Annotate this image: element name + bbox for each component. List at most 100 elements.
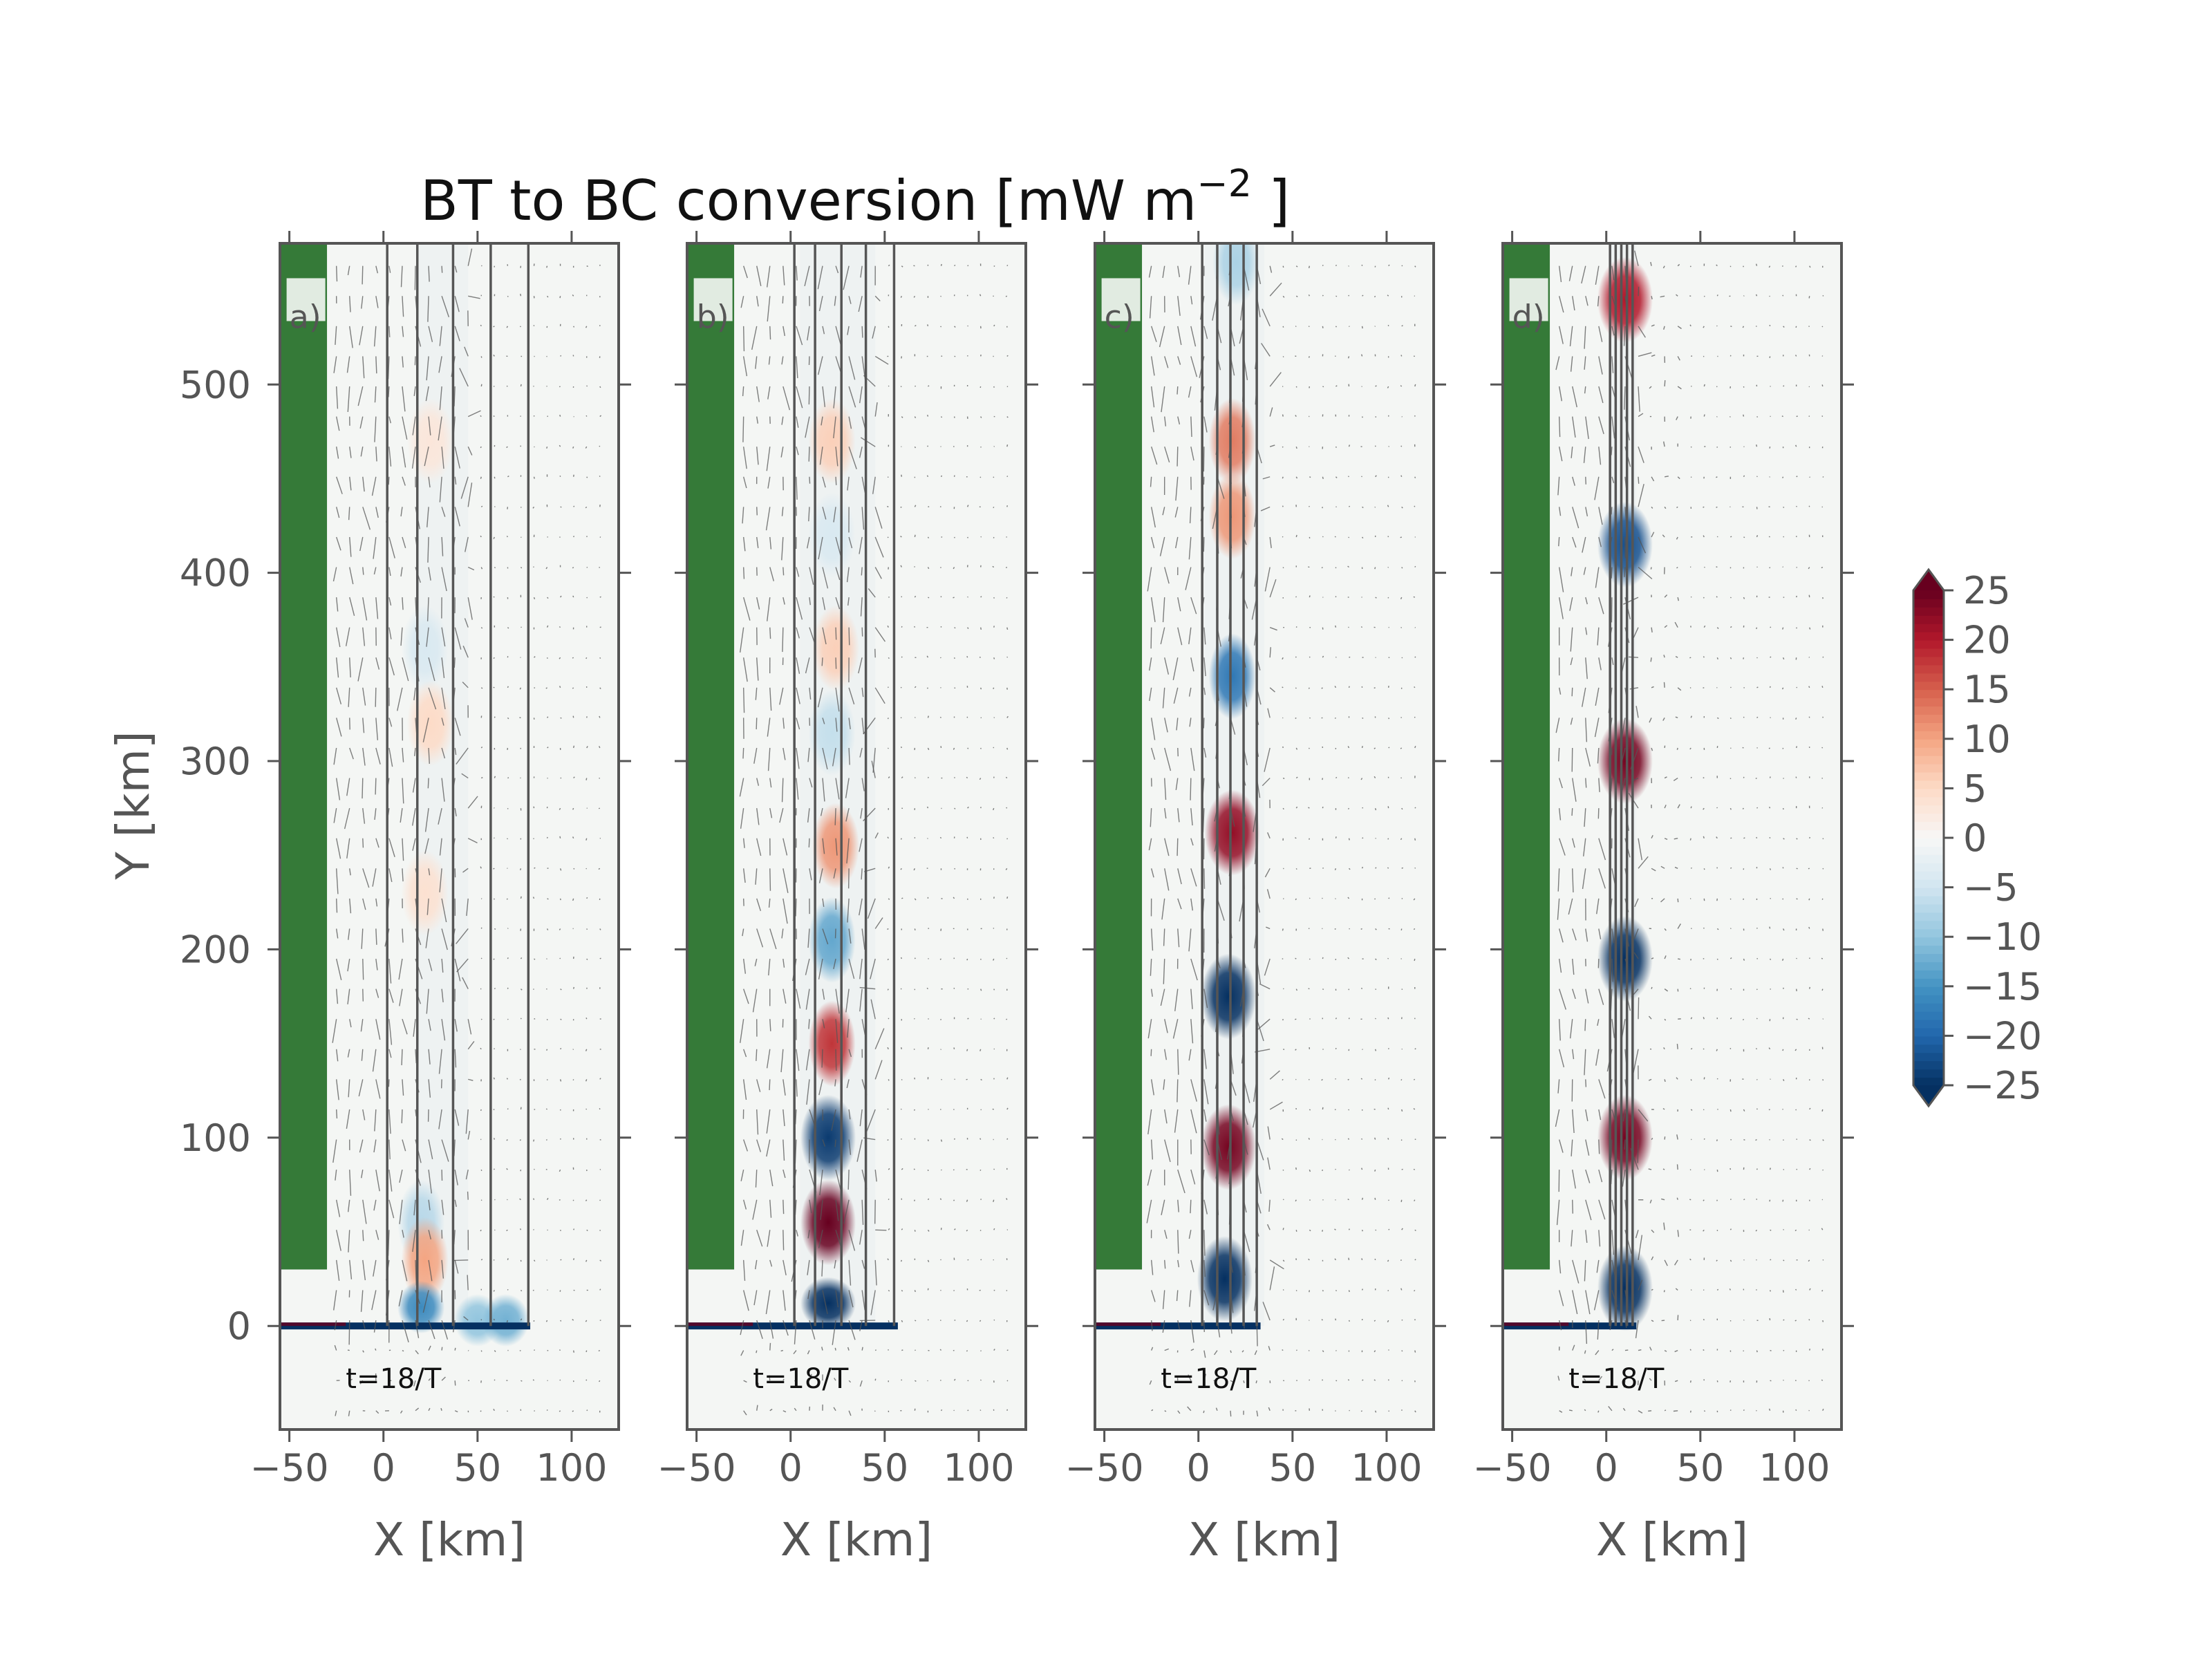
conversion-blob bbox=[808, 897, 856, 983]
time-annotation: t=18/T bbox=[753, 1363, 849, 1395]
colorbar-segment bbox=[1913, 738, 1944, 748]
x-axis-label: X [km] bbox=[1596, 1513, 1748, 1566]
colorbar-segment bbox=[1913, 805, 1944, 814]
x-tick-label: −50 bbox=[250, 1446, 329, 1490]
colorbar-segment bbox=[1913, 1011, 1944, 1020]
colorbar-tick-label: −5 bbox=[1963, 866, 2018, 910]
coastline-strip-red bbox=[687, 1322, 753, 1327]
panel-plot-area bbox=[1503, 243, 1841, 1430]
panel-frame bbox=[279, 242, 620, 1431]
conversion-blob bbox=[812, 605, 860, 691]
coastline-strip bbox=[687, 1322, 898, 1330]
colorbar-tick-label: 10 bbox=[1963, 718, 2011, 761]
x-tick-label: 100 bbox=[1759, 1446, 1830, 1490]
y-tick-label: 400 bbox=[180, 552, 251, 595]
colorbar-segment bbox=[1913, 920, 1944, 930]
colorbar-segment bbox=[1913, 969, 1944, 979]
figure-title: BT to BC conversion [mW m−2] bbox=[420, 162, 1290, 233]
colorbar-extend-max bbox=[1913, 570, 1944, 590]
panel-label: c) bbox=[1105, 299, 1134, 336]
conversion-blob bbox=[401, 850, 449, 936]
conversion-blob bbox=[800, 1277, 856, 1330]
colorbar-segment bbox=[1913, 854, 1944, 863]
coastline-strip bbox=[280, 1322, 531, 1330]
time-annotation: t=18/T bbox=[346, 1363, 442, 1395]
colorbar-segment bbox=[1913, 639, 1944, 649]
land-mask bbox=[1503, 243, 1550, 1270]
conversion-blob bbox=[1208, 633, 1256, 720]
x-tick-label: 0 bbox=[1187, 1446, 1210, 1490]
y-tick-label: 200 bbox=[180, 928, 251, 971]
colorbar-segment bbox=[1913, 689, 1944, 699]
colorbar-segment bbox=[1913, 780, 1944, 789]
colorbar-segment bbox=[1913, 879, 1944, 888]
panel-plot-area bbox=[687, 243, 1026, 1430]
conversion-blob bbox=[1208, 398, 1256, 484]
plot-background bbox=[1503, 243, 1841, 1430]
colorbar-segment bbox=[1913, 796, 1944, 806]
colorbar-segment bbox=[1913, 1069, 1944, 1078]
panel-frame bbox=[686, 242, 1027, 1431]
colorbar-segment bbox=[1913, 1019, 1944, 1029]
colorbar-segment bbox=[1913, 771, 1944, 781]
figure-title-main: BT to BC conversion [mW m bbox=[420, 169, 1197, 233]
conversion-blob bbox=[401, 605, 449, 691]
colorbar-tick-label: 0 bbox=[1963, 816, 1987, 860]
x-axis-label: X [km] bbox=[1188, 1513, 1340, 1566]
conversion-blob bbox=[1597, 718, 1653, 805]
x-tick-label: 50 bbox=[1676, 1446, 1724, 1490]
panel-frame bbox=[1094, 242, 1435, 1431]
conversion-blob bbox=[800, 1179, 856, 1266]
colorbar-segment bbox=[1913, 681, 1944, 691]
colorbar-segment bbox=[1913, 937, 1944, 946]
colorbar-tick-label: −20 bbox=[1963, 1014, 2042, 1058]
colorbar-segment bbox=[1913, 953, 1944, 962]
panel-label: d) bbox=[1512, 299, 1545, 336]
land-mask bbox=[1095, 243, 1143, 1270]
y-axis-label: Y [km] bbox=[106, 731, 160, 880]
conversion-blob bbox=[1201, 1104, 1257, 1190]
colorbar-segment bbox=[1913, 994, 1944, 1004]
time-annotation: t=18/T bbox=[1161, 1363, 1257, 1395]
x-axis-label: X [km] bbox=[373, 1513, 525, 1566]
colorbar-tick-label: −25 bbox=[1963, 1064, 2042, 1107]
colorbar-segment bbox=[1913, 903, 1944, 913]
x-tick-label: −50 bbox=[1065, 1446, 1144, 1490]
colorbar-segment bbox=[1913, 1035, 1944, 1045]
colorbar-tick-label: −15 bbox=[1963, 965, 2042, 1009]
quiver-arrows bbox=[739, 263, 1009, 1416]
colorbar-segment bbox=[1913, 697, 1944, 707]
colorbar-segment bbox=[1913, 977, 1944, 987]
colorbar-tick-label: 5 bbox=[1963, 767, 1987, 810]
colorbar-segment bbox=[1913, 845, 1944, 855]
panel-label-box bbox=[286, 278, 326, 321]
x-tick-label: 0 bbox=[1595, 1446, 1618, 1490]
panel-label-box bbox=[1509, 278, 1548, 321]
colorbar-segment bbox=[1913, 912, 1944, 921]
panel-label: a) bbox=[290, 299, 321, 336]
conversion-blob bbox=[1204, 789, 1260, 876]
time-annotation: t=18/T bbox=[1568, 1363, 1665, 1395]
colorbar-segment bbox=[1913, 870, 1944, 880]
x-tick-label: 0 bbox=[779, 1446, 803, 1490]
panel-plot-area bbox=[1095, 243, 1434, 1430]
conversion-blob bbox=[1208, 473, 1256, 559]
x-tick-label: 0 bbox=[372, 1446, 395, 1490]
x-axis-label: X [km] bbox=[780, 1513, 932, 1566]
panel-frame bbox=[1501, 242, 1843, 1431]
conversion-blob bbox=[808, 1000, 856, 1087]
x-tick-label: 50 bbox=[1268, 1446, 1316, 1490]
colorbar-segment bbox=[1913, 648, 1944, 657]
x-tick-label: 100 bbox=[536, 1446, 607, 1490]
colorbar-segment bbox=[1913, 821, 1944, 831]
conversion-blob bbox=[401, 1217, 449, 1303]
colorbar-segment bbox=[1913, 928, 1944, 938]
x-tick-label: −50 bbox=[657, 1446, 736, 1490]
colorbar-segment bbox=[1913, 1077, 1944, 1086]
colorbar-segment bbox=[1913, 1060, 1944, 1070]
conversion-blob bbox=[800, 1094, 856, 1181]
conversion-blob bbox=[1201, 953, 1257, 1040]
